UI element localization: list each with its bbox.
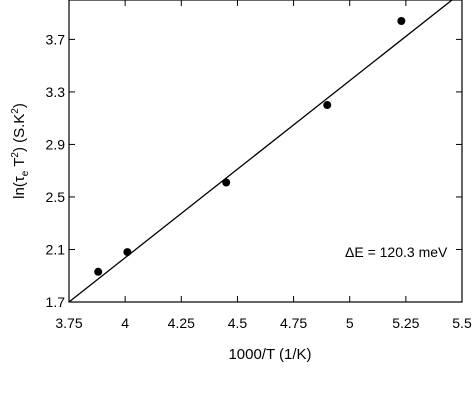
- x-tick-label: 5: [346, 315, 354, 331]
- y-label-mid: T: [11, 158, 28, 171]
- y-tick-label: 1.7: [46, 294, 66, 310]
- data-point-2: [123, 248, 132, 257]
- y-tick-label: 2.9: [46, 136, 66, 152]
- y-ticks: [69, 38, 462, 303]
- y-tick-label: 2.1: [46, 241, 66, 257]
- x-tick-label: 4.75: [280, 315, 307, 331]
- x-tick-label: 5.25: [392, 315, 419, 331]
- x-tick-label: 3.75: [55, 315, 82, 331]
- y-label-sup2: 2: [10, 108, 21, 114]
- x-tick-label: 4.25: [168, 315, 195, 331]
- x-ticks: [68, 0, 463, 302]
- y-label-end: ): [11, 103, 28, 108]
- fit-line: [68, 0, 454, 303]
- y-tick-label: 3.3: [46, 84, 66, 100]
- x-axis-label: 1000/T (1/K): [228, 346, 311, 363]
- x-tick-label: 4.5: [228, 315, 248, 331]
- y-label-sup1: 2: [10, 152, 21, 158]
- data-point-4: [323, 101, 332, 110]
- data-point-5: [397, 17, 406, 26]
- y-axis-label: ln(τe T2) (S.K2): [10, 103, 31, 199]
- plot-frame: [68, 0, 463, 303]
- data-points: [94, 17, 406, 276]
- y-tick-label: 3.7: [46, 31, 66, 47]
- y-label-sub: e: [20, 170, 31, 176]
- y-tick-labels: 1.7 2.1 2.5 2.9 3.3 3.7: [46, 31, 66, 310]
- y-tick-label: 2.5: [46, 189, 66, 205]
- x-tick-labels: 3.75 4 4.25 4.5 4.75 5 5.25 5.5: [55, 315, 472, 331]
- data-point-1: [94, 267, 103, 276]
- x-tick-label: 5.5: [452, 315, 472, 331]
- y-label-unit: ) (S.K: [11, 114, 28, 152]
- x-tick-label: 4: [121, 315, 129, 331]
- annotation: ΔE = 120.3 meV: [345, 244, 448, 260]
- y-label-base: ln(τ: [11, 176, 28, 199]
- data-point-3: [222, 178, 231, 187]
